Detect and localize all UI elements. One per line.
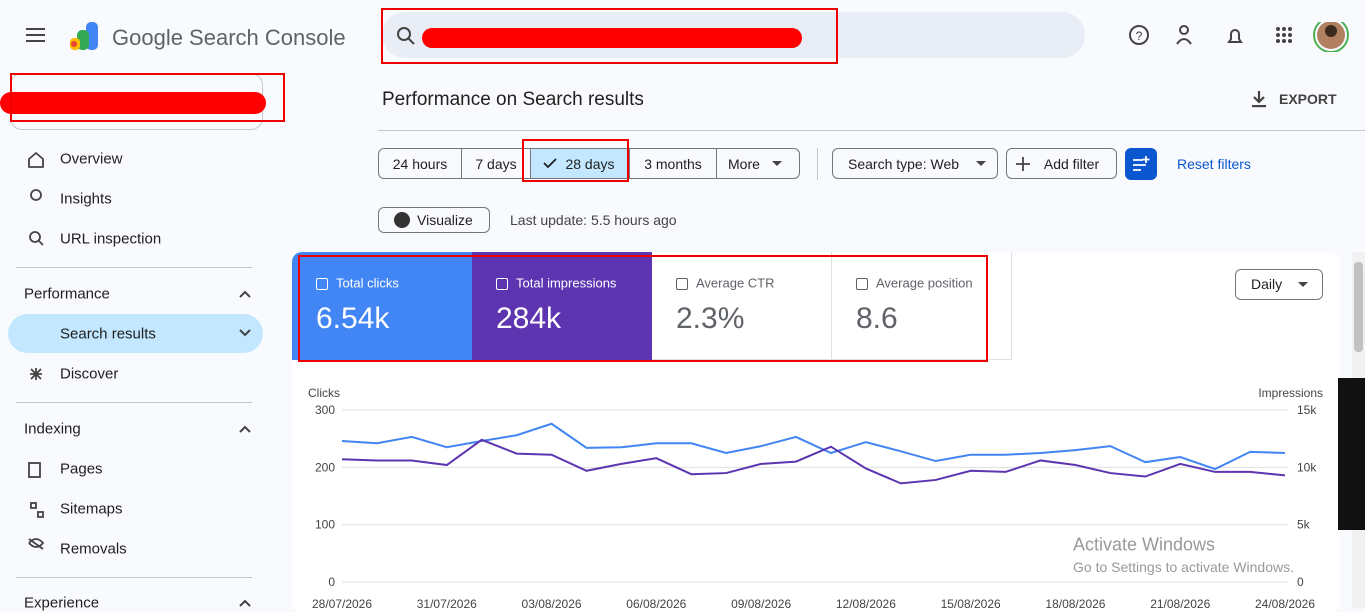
reset-filters[interactable]: Reset filters bbox=[1177, 156, 1251, 172]
separator bbox=[16, 577, 252, 578]
dropdown-arrow bbox=[1298, 282, 1308, 287]
nav-item[interactable]: Sitemaps bbox=[60, 500, 123, 518]
nav-item[interactable]: Insights bbox=[60, 190, 112, 208]
y2-tick-label: 15k bbox=[1297, 403, 1317, 417]
visualize-icon bbox=[394, 212, 410, 228]
axis-title: Impressions bbox=[1258, 386, 1323, 400]
nav-item[interactable]: Removals bbox=[60, 540, 127, 558]
date-button[interactable]: 28 days bbox=[530, 148, 630, 179]
x-tick-label: 21/08/2026 bbox=[1150, 597, 1210, 608]
last-update: Last update: 5.5 hours ago bbox=[510, 212, 677, 228]
highlight-box bbox=[522, 139, 629, 182]
filter-icon-button[interactable] bbox=[1125, 148, 1157, 180]
nav-section[interactable]: Performance bbox=[24, 285, 110, 303]
metric-value: 2.3% bbox=[676, 302, 745, 335]
date-button[interactable]: 7 days bbox=[461, 148, 531, 179]
nav-item[interactable]: URL inspection bbox=[60, 230, 162, 248]
export-button[interactable]: EXPORT bbox=[1279, 91, 1337, 107]
dropdown-arrow bbox=[772, 161, 782, 166]
x-tick-label: 12/08/2026 bbox=[836, 597, 896, 608]
y2-tick-label: 5k bbox=[1297, 518, 1311, 532]
axis-title: Clicks bbox=[308, 386, 340, 400]
y2-tick-label: 10k bbox=[1297, 460, 1317, 474]
checkbox[interactable] bbox=[496, 278, 508, 290]
metric-tile[interactable]: Average CTR 2.3% bbox=[652, 252, 832, 360]
x-tick-label: 03/08/2026 bbox=[522, 597, 582, 608]
metric-tile[interactable]: Total impressions 284k bbox=[472, 252, 652, 360]
floating-toolbar[interactable] bbox=[1338, 378, 1365, 530]
y-tick-label: 200 bbox=[315, 460, 335, 474]
x-tick-label: 31/07/2026 bbox=[417, 597, 477, 608]
redaction bbox=[422, 28, 802, 48]
product-name: Google Search Console bbox=[112, 25, 346, 50]
svg-text:?: ? bbox=[1136, 29, 1143, 43]
metric-value: 6.54k bbox=[316, 302, 390, 335]
metric-label: Total impressions bbox=[516, 275, 617, 291]
checkbox[interactable] bbox=[856, 278, 868, 290]
filter-icon bbox=[1133, 156, 1150, 171]
nav-section[interactable]: Indexing bbox=[24, 420, 81, 438]
dropdown-arrow bbox=[976, 161, 986, 166]
separator bbox=[378, 130, 1365, 131]
separator bbox=[16, 267, 252, 268]
granularity-label: Daily bbox=[1251, 276, 1283, 292]
y-tick-label: 300 bbox=[315, 403, 335, 417]
date-button[interactable]: 3 months bbox=[629, 148, 717, 179]
visualize-button[interactable] bbox=[378, 207, 490, 233]
separator bbox=[817, 148, 818, 180]
search-type-filter[interactable]: Search type: Web bbox=[832, 148, 998, 179]
checkbox[interactable] bbox=[676, 278, 688, 290]
metric-tile[interactable]: Average position 8.6 bbox=[832, 252, 1012, 360]
highlight-box bbox=[10, 73, 285, 122]
nav-section[interactable]: Experience bbox=[24, 594, 100, 612]
watermark-title: Activate Windows bbox=[1073, 534, 1216, 555]
metric-value: 8.6 bbox=[856, 302, 898, 335]
nav-selected bbox=[8, 314, 263, 353]
y-tick-label: 100 bbox=[315, 518, 335, 532]
redaction bbox=[0, 92, 266, 114]
highlight-box bbox=[298, 255, 988, 362]
nav-item[interactable]: Discover bbox=[60, 365, 119, 383]
header-icons[interactable]: ? bbox=[1126, 22, 1356, 52]
check-icon bbox=[543, 158, 557, 169]
series-line bbox=[341, 422, 1286, 471]
metric-value: 284k bbox=[496, 302, 562, 335]
add-filter-button[interactable]: Add filter bbox=[1006, 148, 1117, 179]
separator bbox=[16, 402, 252, 403]
series-line bbox=[341, 438, 1286, 485]
metric-label: Average position bbox=[876, 275, 973, 291]
search-icon bbox=[397, 27, 415, 45]
date-button[interactable]: 24 hours bbox=[378, 148, 462, 179]
nav-item[interactable]: Pages bbox=[60, 460, 103, 478]
logo bbox=[70, 22, 98, 50]
x-tick-label: 18/08/2026 bbox=[1045, 597, 1105, 608]
date-button[interactable]: More bbox=[716, 148, 800, 179]
export-icon bbox=[1252, 91, 1266, 108]
metric-label: Total clicks bbox=[336, 275, 399, 291]
x-tick-label: 15/08/2026 bbox=[941, 597, 1001, 608]
nav-item[interactable]: Search results bbox=[60, 325, 156, 343]
x-tick-label: 28/07/2026 bbox=[312, 597, 372, 608]
granularity-select[interactable] bbox=[1235, 269, 1323, 300]
nav-item[interactable]: Overview bbox=[60, 150, 123, 168]
x-tick-label: 06/08/2026 bbox=[626, 597, 686, 608]
plus-icon bbox=[1016, 157, 1030, 171]
x-tick-label: 24/08/2026 bbox=[1255, 597, 1315, 608]
page-title: Performance on Search results bbox=[382, 89, 644, 110]
visualize-label: Visualize bbox=[417, 212, 473, 228]
x-tick-label: 09/08/2026 bbox=[731, 597, 791, 608]
menu-icon[interactable] bbox=[26, 27, 46, 43]
metric-label: Average CTR bbox=[696, 275, 775, 291]
highlight-box bbox=[381, 8, 838, 64]
metric-tile[interactable]: Total clicks 6.54k bbox=[292, 252, 472, 360]
checkbox[interactable] bbox=[316, 278, 328, 290]
y2-tick-label: 0 bbox=[1297, 575, 1304, 589]
y-tick-label: 0 bbox=[328, 575, 335, 589]
chevrons bbox=[239, 290, 251, 607]
watermark-subtitle: Go to Settings to activate Windows. bbox=[1073, 559, 1294, 575]
